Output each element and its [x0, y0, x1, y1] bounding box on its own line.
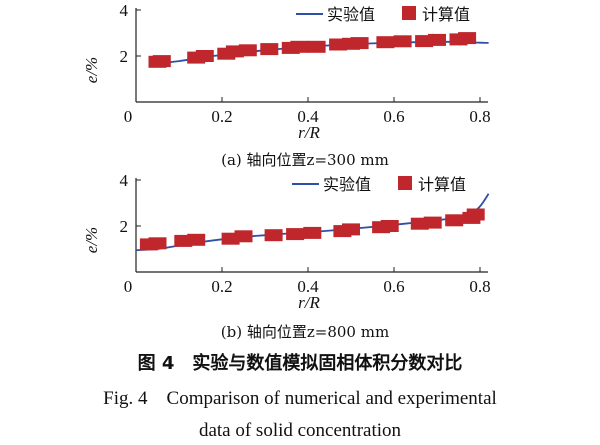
legend-marker-swatch — [402, 6, 416, 20]
y-tick-label: 4 — [120, 171, 129, 190]
x-axis-label: r/R — [298, 293, 320, 312]
y-axis-label: e/% — [82, 57, 101, 83]
calculated-data-point — [286, 228, 305, 241]
panel-a-subtitle: (a) 轴向位置z=300 mm — [221, 151, 389, 169]
calculated-data-point — [195, 50, 214, 62]
y-tick-label: 2 — [120, 217, 129, 236]
x-tick-label: 0.4 — [297, 277, 319, 296]
panel-a: 0 0.2 0.4 0.6 0.8 2 4 e/% r/R 实验值 计算值 (a) 轴向位置… — [82, 1, 491, 169]
panel-b: 0 0.2 0.4 0.6 0.8 2 4 e/% r/R 实验值 计算值 (b) 轴向位置… — [82, 171, 491, 341]
legend-label-experimental: 实验值 — [327, 5, 375, 24]
series-markers-calculated — [148, 32, 477, 68]
x-tick-label: 0.2 — [211, 107, 232, 126]
calculated-data-point — [458, 32, 477, 45]
x-tick-label: 0.4 — [297, 107, 319, 126]
calculated-data-point — [445, 214, 464, 227]
figure-caption-cn: 图 4 实验与数值模拟固相体积分数对比 — [138, 352, 463, 374]
legend-label-calculated: 计算值 — [418, 175, 466, 194]
calculated-data-point — [238, 44, 257, 57]
figure-caption-en-line2: data of solid concentration — [199, 420, 402, 441]
x-tick-label: 0.6 — [383, 277, 404, 296]
calculated-data-point — [380, 220, 399, 232]
calculated-data-point — [303, 226, 322, 239]
calculated-data-point — [393, 35, 412, 48]
calculated-data-point — [376, 36, 395, 49]
tick-marks — [136, 9, 481, 102]
panel-b-subtitle: (b) 轴向位置z=800 mm — [221, 323, 389, 341]
y-tick-label: 4 — [120, 1, 129, 20]
calculated-data-point — [342, 223, 360, 236]
tick-labels: 0 0.2 0.4 0.6 0.8 2 4 — [120, 171, 491, 296]
x-tick-label: 0.6 — [383, 107, 404, 126]
legend-marker-swatch — [398, 176, 412, 190]
x-axis-label: r/R — [298, 123, 320, 142]
y-tick-label: 2 — [120, 47, 129, 66]
legend-label-calculated: 计算值 — [422, 5, 470, 24]
legend: 实验值 计算值 — [296, 5, 470, 24]
x-tick-label: 0 — [124, 107, 133, 126]
calculated-data-point — [260, 43, 279, 56]
tick-labels: 0 0.2 0.4 0.6 0.8 2 4 — [120, 1, 491, 126]
x-tick-label: 0.2 — [211, 277, 232, 296]
tick-marks — [136, 179, 481, 272]
calculated-data-point — [148, 237, 167, 250]
calculated-data-point — [307, 40, 326, 53]
calculated-data-point — [290, 40, 309, 53]
calculated-data-point — [187, 233, 206, 246]
x-tick-label: 0.8 — [469, 277, 490, 296]
legend: 实验值 计算值 — [292, 175, 466, 194]
x-tick-label: 0.8 — [469, 107, 490, 126]
calculated-data-point — [264, 229, 283, 242]
calculated-data-point — [428, 33, 446, 46]
y-axis-label: e/% — [82, 227, 101, 253]
calculated-data-point — [234, 230, 253, 243]
series-markers-calculated — [139, 208, 485, 251]
calculated-data-point — [423, 216, 442, 229]
calculated-data-point — [152, 55, 171, 68]
legend-label-experimental: 实验值 — [323, 175, 371, 194]
calculated-data-point — [466, 208, 485, 221]
calculated-data-point — [350, 37, 369, 50]
x-tick-label: 0 — [124, 277, 133, 296]
figure-caption-en-line1: Fig. 4 Comparison of numerical and exper… — [103, 388, 497, 409]
